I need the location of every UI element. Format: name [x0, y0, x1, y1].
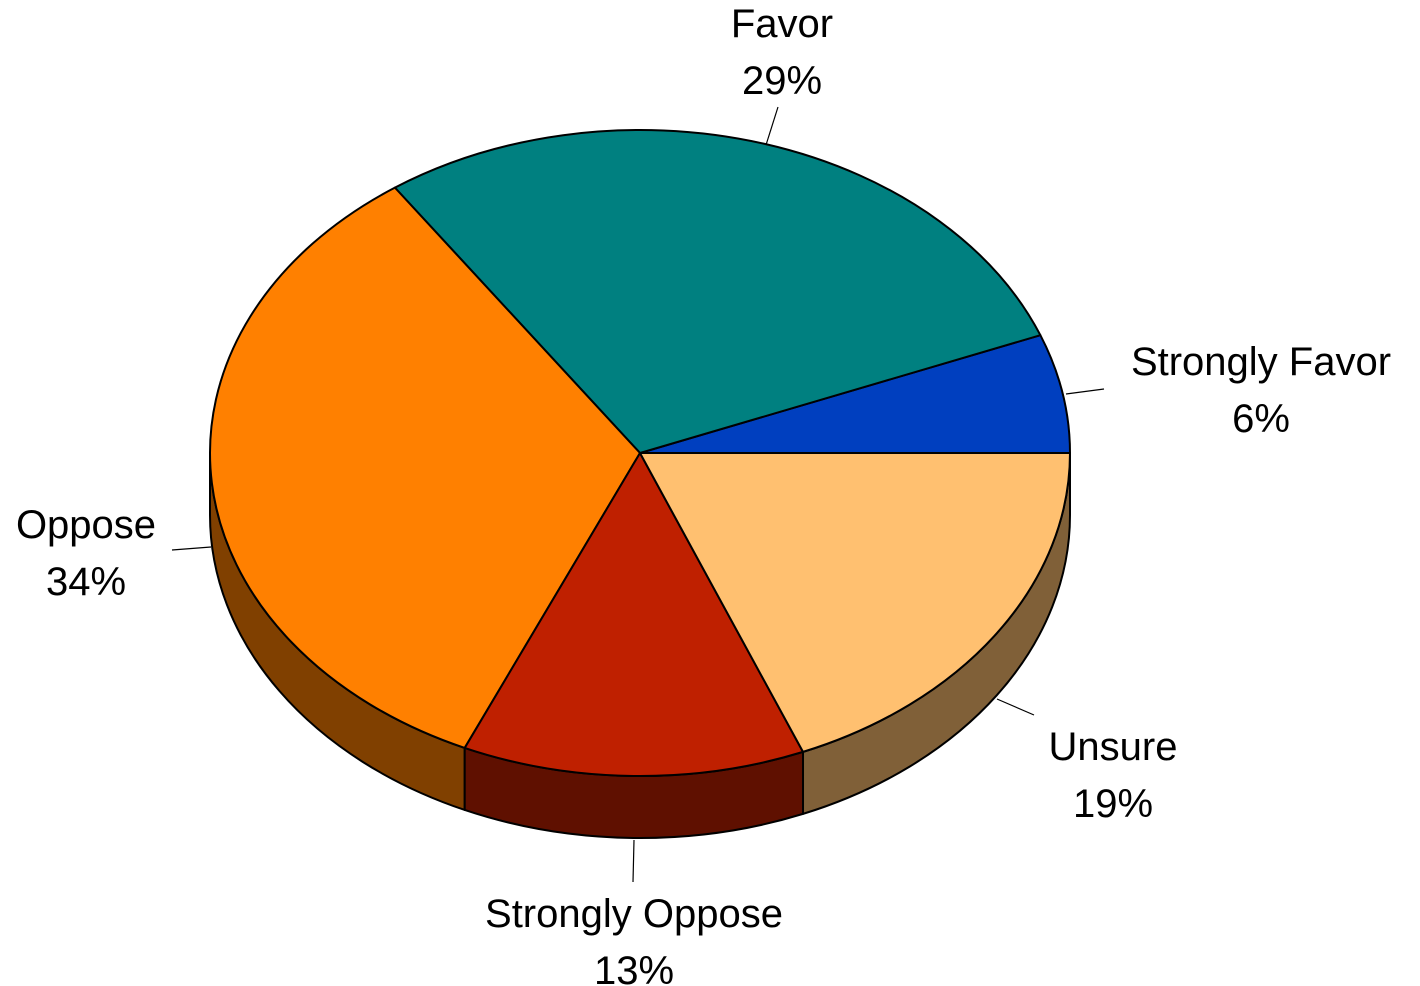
slice-label-oppose: Oppose: [16, 503, 156, 547]
label-leader-lines: [171, 106, 1105, 883]
slice-labels: Strongly Favor 6% Favor 29% Oppose 34% Strongl…: [16, 2, 1391, 986]
slice-value-oppose: 34%: [46, 560, 126, 604]
pie-slice-strongly-favor: [639, 334, 1071, 454]
slice-label-favor: Favor: [731, 2, 833, 46]
slice-label-strongly-oppose: Strongly Oppose: [485, 892, 783, 936]
slice-label-unsure: Unsure: [1049, 725, 1178, 769]
slice-value-strongly-oppose: 13%: [594, 949, 674, 986]
slice-value-unsure: 19%: [1073, 782, 1153, 826]
pie-side-walls: [209, 452, 1071, 839]
pie-slice-unsure: [639, 452, 1071, 753]
leader-line-favor: [765, 106, 779, 146]
pie-slice-favor: [393, 129, 1042, 454]
leader-line-strongly-favor: [1065, 388, 1105, 395]
slice-label-strongly-favor: Strongly Favor: [1131, 340, 1391, 384]
leader-line-oppose: [171, 546, 212, 551]
leader-line-unsure: [996, 698, 1035, 716]
pie-slice-strongly-oppose: [463, 452, 805, 777]
slice-value-favor: 29%: [742, 59, 822, 103]
slice-value-strongly-favor: 6%: [1232, 397, 1290, 441]
leader-line-strongly-oppose: [632, 839, 635, 883]
pie-top-faces: [209, 129, 1071, 777]
pie-slice-oppose: [209, 186, 641, 749]
